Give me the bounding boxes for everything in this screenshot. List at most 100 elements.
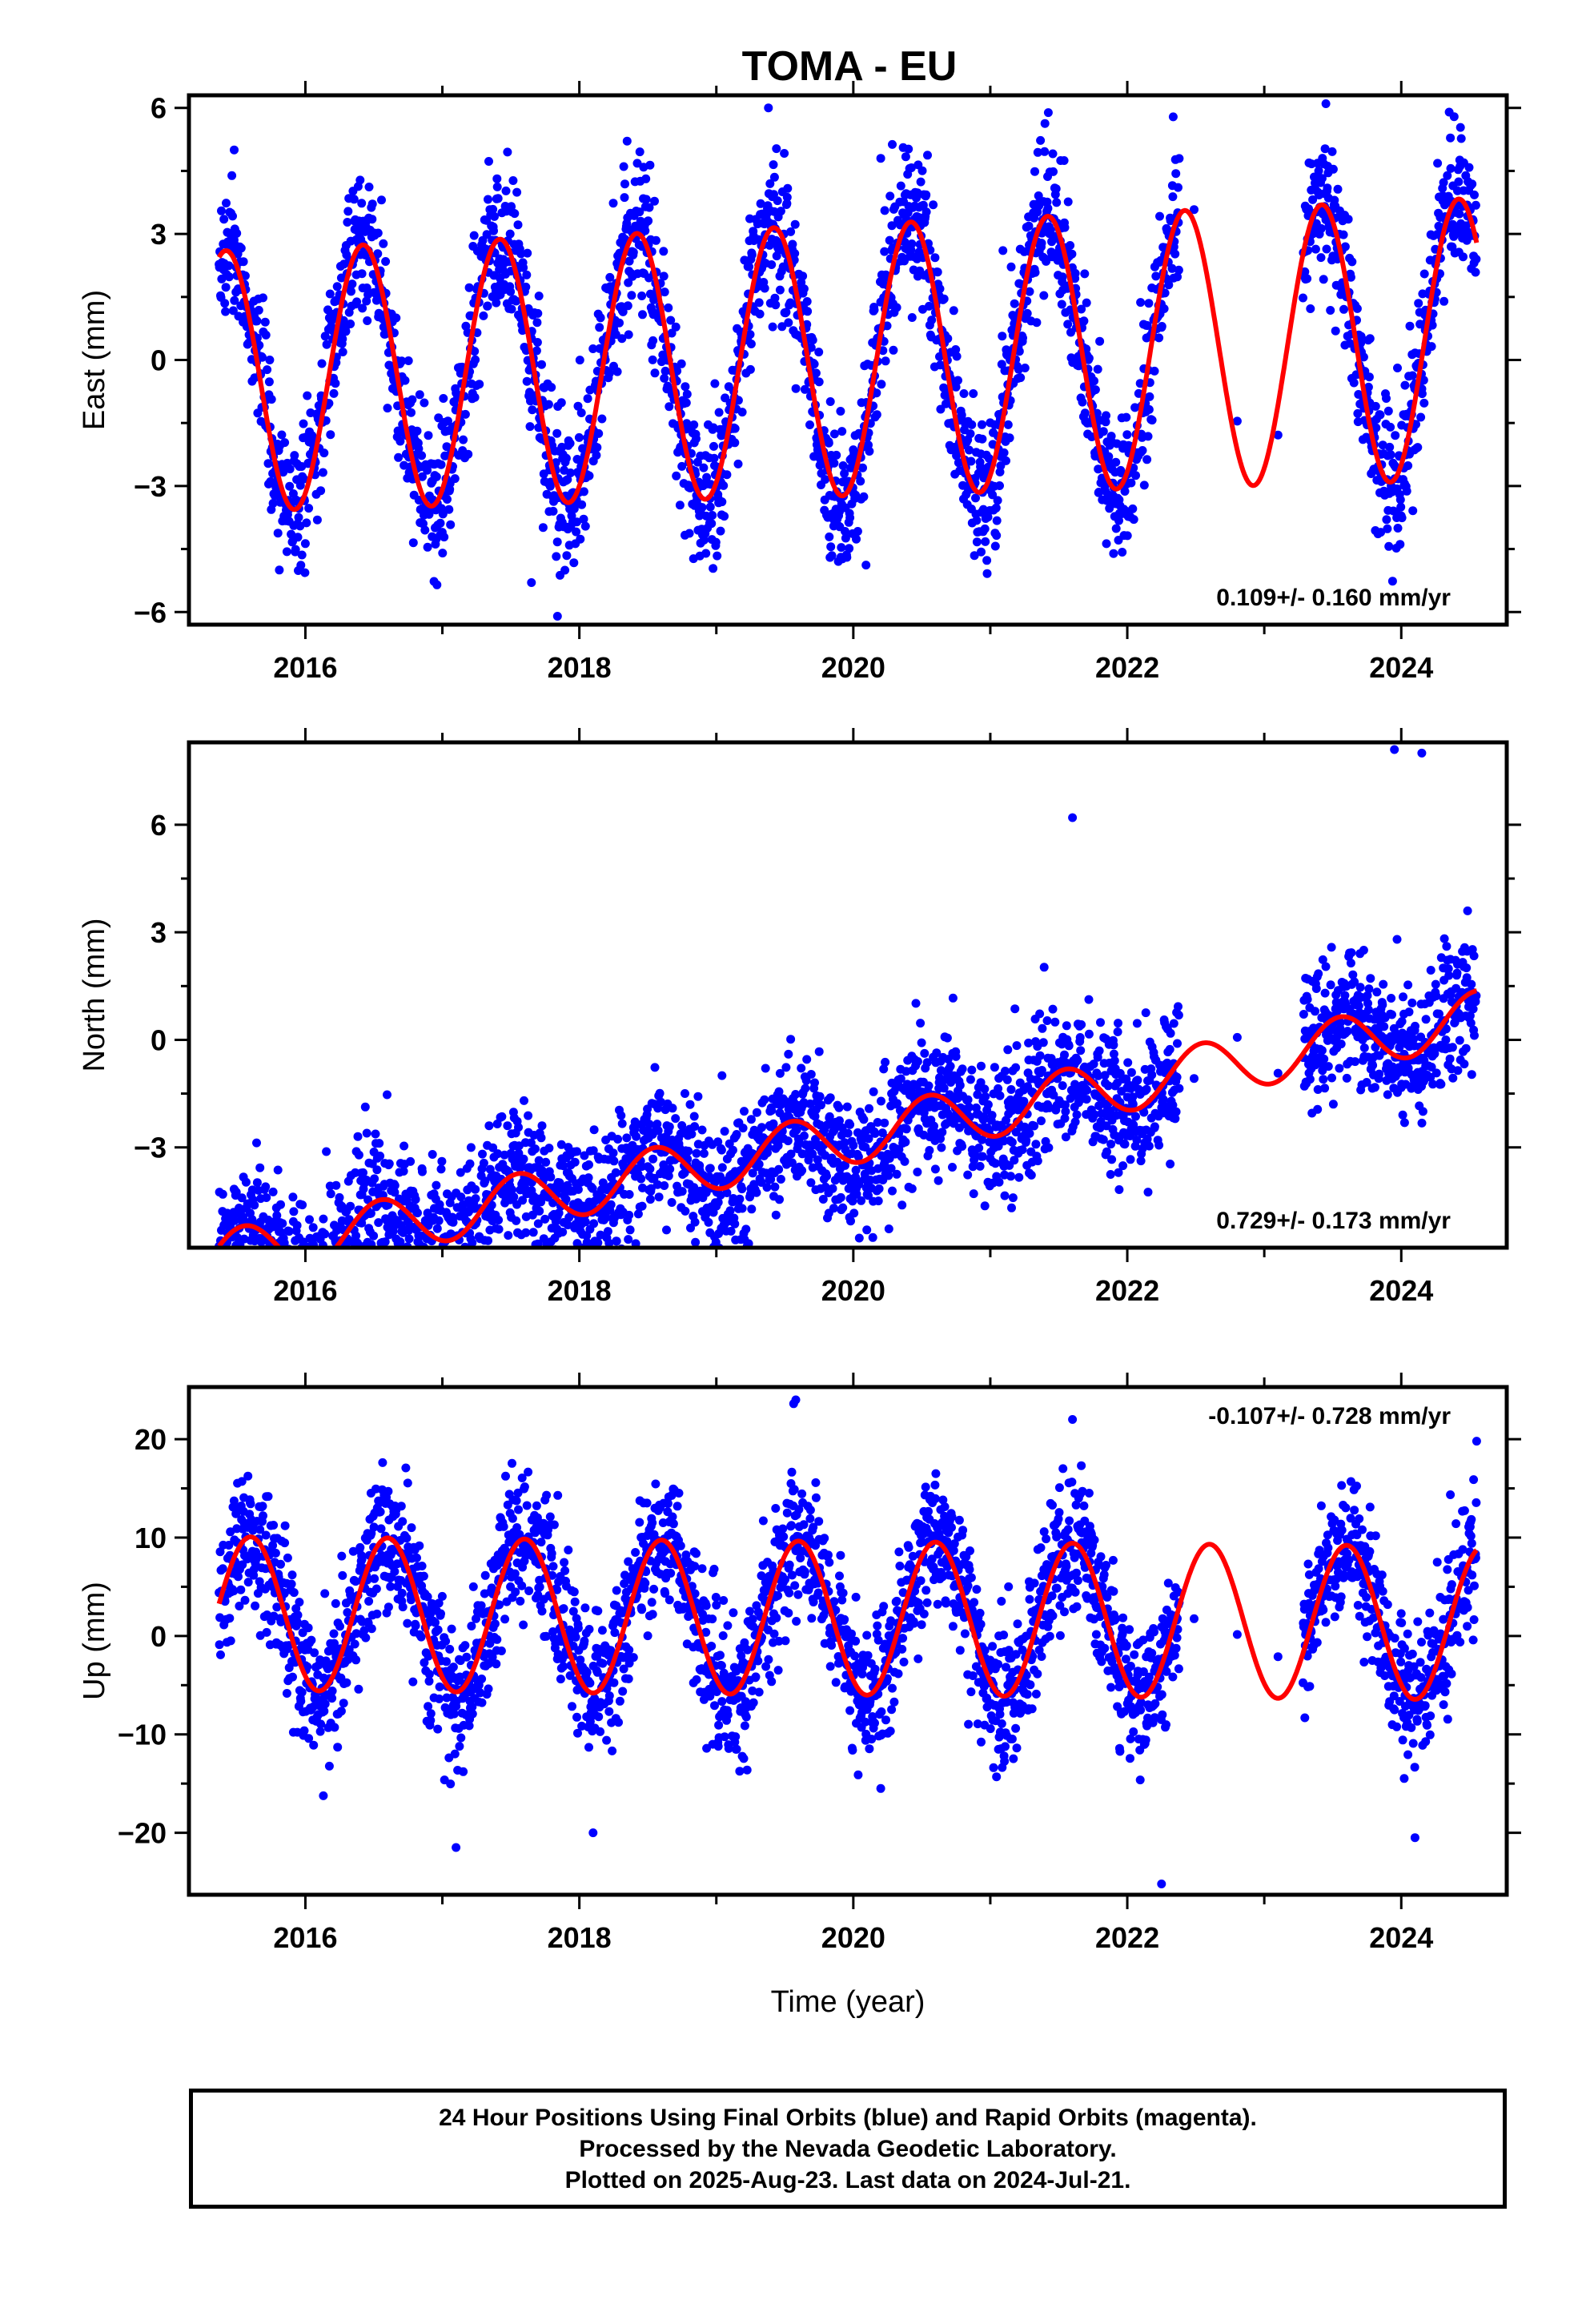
north-point (390, 1180, 400, 1190)
east-point (1331, 326, 1340, 336)
east-point (1171, 169, 1181, 179)
east-point (954, 376, 962, 385)
east-point (594, 428, 604, 438)
north-point (1174, 1011, 1183, 1020)
east-point (442, 442, 452, 452)
north-point (990, 1063, 999, 1072)
east-point (777, 322, 787, 332)
north-point (869, 1087, 878, 1096)
north-point (1084, 995, 1094, 1004)
east-point (780, 149, 789, 158)
north-point (687, 1129, 697, 1139)
east-point (1063, 197, 1073, 207)
north-point (426, 1271, 435, 1280)
east-y-axis-label: East (mm) (78, 290, 111, 430)
east-point (999, 448, 1009, 457)
east-point (1051, 184, 1061, 194)
east-point (644, 216, 653, 226)
north-point (845, 1120, 855, 1129)
east-point (771, 300, 781, 310)
north-point (761, 1063, 770, 1073)
north-point (754, 1160, 764, 1169)
east-point (710, 379, 720, 388)
north-point (390, 1188, 400, 1197)
east-point (1122, 531, 1132, 541)
north-point (1150, 1122, 1159, 1132)
north-point (648, 1154, 658, 1164)
north-point (436, 1288, 445, 1297)
north-point (572, 1147, 581, 1156)
east-point (513, 220, 523, 230)
east-point (845, 544, 854, 553)
east-point (377, 195, 386, 205)
east-point (782, 192, 792, 202)
north-point (408, 1250, 416, 1259)
east-point (776, 207, 785, 216)
north-point (439, 1262, 448, 1271)
north-point (951, 1051, 961, 1061)
north-point (1073, 1055, 1082, 1065)
east-point (790, 249, 800, 258)
east-point (482, 230, 492, 239)
north-point (1082, 1085, 1092, 1095)
east-point (268, 499, 278, 508)
east-point (297, 550, 307, 560)
east-point (988, 490, 998, 500)
north-point (573, 1184, 583, 1194)
east-point (443, 416, 452, 426)
east-point (222, 199, 231, 208)
east-point (339, 316, 348, 325)
east-point (1311, 244, 1320, 254)
north-point (916, 1019, 926, 1028)
east-point (949, 306, 958, 316)
east-point (436, 518, 445, 528)
east-point (615, 318, 624, 328)
north-point (254, 1321, 263, 1329)
east-point (583, 394, 592, 404)
north-point (536, 1133, 546, 1143)
north-point (1006, 1085, 1016, 1094)
east-point (675, 501, 685, 510)
north-point (881, 1057, 890, 1067)
east-point (1059, 156, 1069, 165)
north-point (339, 1288, 348, 1297)
east-point (1039, 291, 1049, 300)
east-point (842, 553, 852, 562)
east-point (1155, 211, 1164, 221)
north-point (273, 1165, 283, 1175)
north-point (1008, 1193, 1018, 1203)
east-point (291, 545, 300, 554)
east-point (978, 420, 986, 429)
east-point (525, 422, 535, 432)
east-point (338, 334, 347, 344)
north-point (561, 1264, 570, 1273)
north-point (1044, 1143, 1054, 1152)
east-point (1407, 371, 1417, 380)
north-point (1126, 1155, 1135, 1164)
east-point (677, 359, 686, 368)
east-point (532, 346, 541, 356)
east-point (775, 285, 785, 295)
east-point (342, 250, 351, 259)
north-point (341, 1264, 350, 1273)
east-point (998, 332, 1007, 341)
north-point (859, 1115, 869, 1124)
east-point (532, 318, 542, 328)
north-point (234, 1250, 243, 1259)
east-outlier-point (230, 145, 239, 155)
east-point (1114, 516, 1123, 525)
east-point (709, 423, 718, 432)
east-point (1067, 249, 1077, 259)
north-point (294, 1260, 303, 1269)
north-point (348, 1273, 357, 1282)
north-point (406, 1156, 416, 1166)
east-point (1139, 480, 1149, 490)
north-point (907, 1184, 917, 1193)
north-point (479, 1158, 488, 1168)
east-point (746, 340, 756, 348)
north-point (1106, 1170, 1115, 1179)
east-point (837, 543, 846, 553)
east-point (671, 322, 681, 332)
east-point (991, 503, 1001, 513)
east-point (1090, 376, 1098, 386)
